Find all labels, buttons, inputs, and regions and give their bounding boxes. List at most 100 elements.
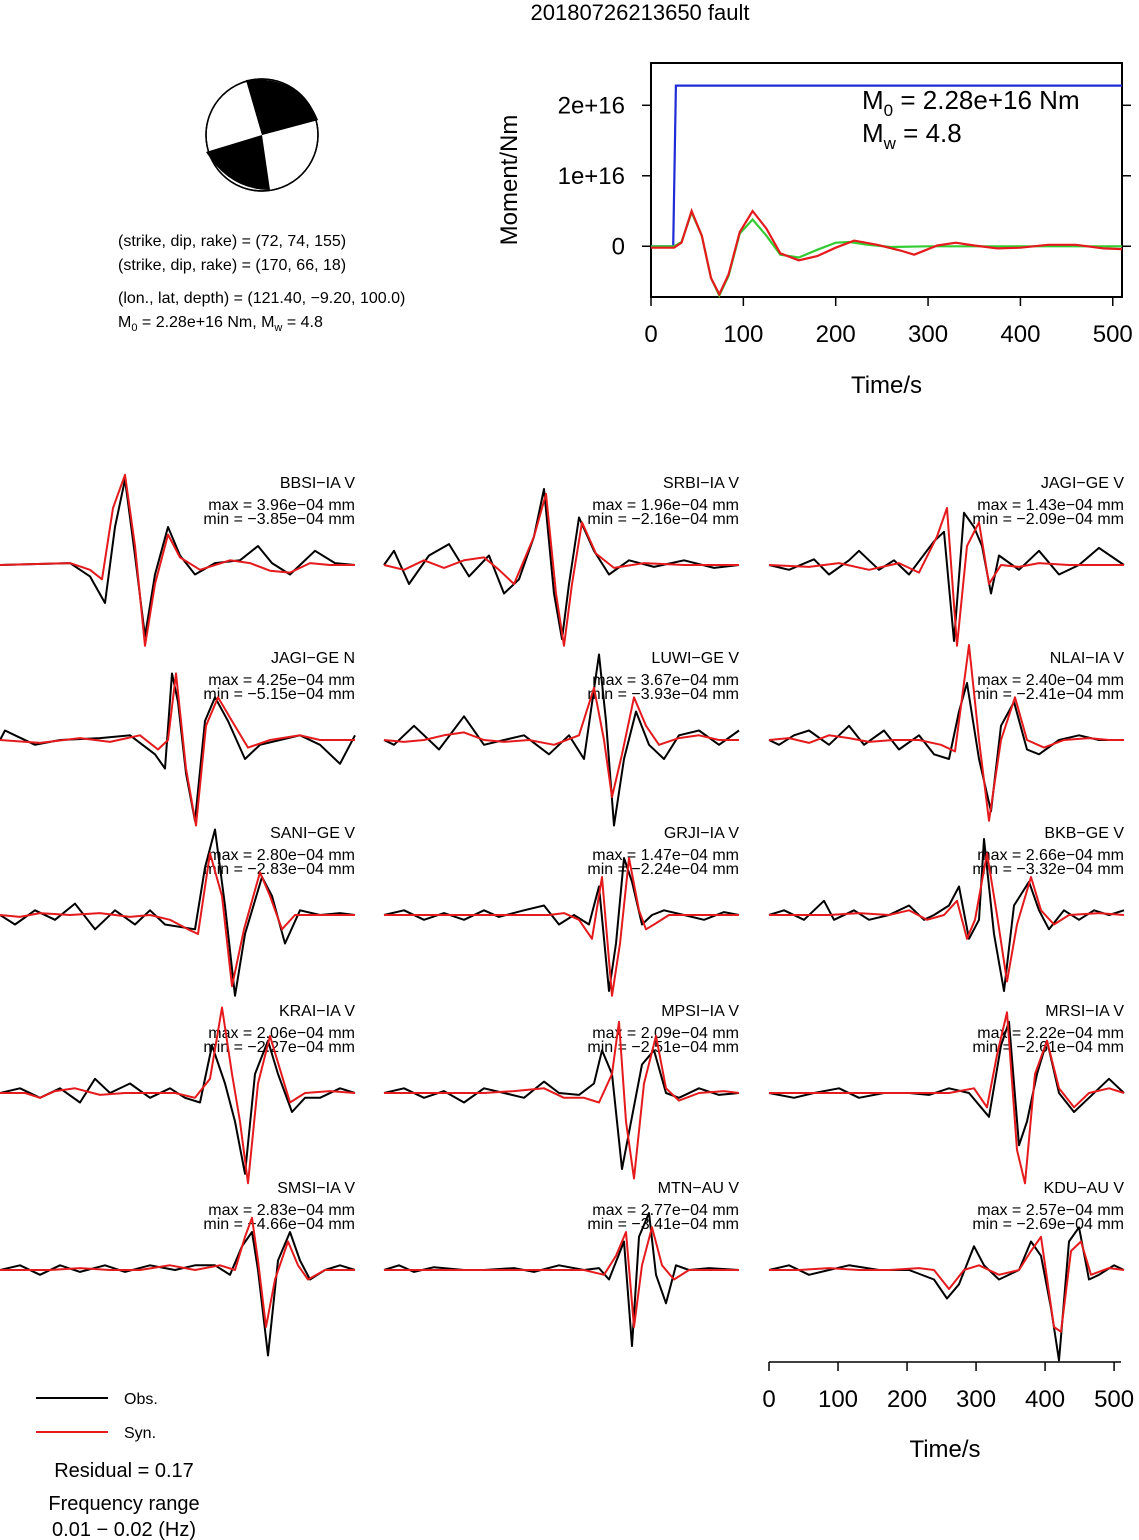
observed-trace — [0, 1039, 356, 1175]
observed-trace — [0, 1231, 356, 1357]
mechanism-moment: M0 = 2.28e+16 Nm, Mw = 4.8 — [118, 314, 323, 334]
min-amplitude-label: min = −2.24e−04 mm — [587, 861, 739, 878]
station-label: NLAI−IA V — [1050, 650, 1125, 667]
time-axis-tick-label: 500 — [1094, 1386, 1134, 1413]
synthetic-trace — [769, 1011, 1125, 1185]
mechanism-plane2: (strike, dip, rake) = (170, 66, 18) — [118, 257, 346, 274]
min-amplitude-label: min = −2.69e−04 mm — [972, 1216, 1124, 1233]
max-amplitude-label: max = 2.06e−04 mm — [208, 1025, 355, 1042]
station-label: BBSI−IA V — [280, 475, 355, 492]
max-amplitude-label: max = 2.80e−04 mm — [208, 847, 355, 864]
station-label: GRJI−IA V — [664, 825, 739, 842]
frequency-range-title: Frequency range — [48, 1493, 199, 1515]
mechanism-location: (lon., lat, depth) = (121.40, −9.20, 100… — [118, 290, 405, 307]
moment-plot: 0 100 200 300 400 500 0 1e+16 2e+16 Time/s Moment/… — [496, 62, 1133, 399]
min-amplitude-label: min = −2.83e−04 mm — [203, 861, 355, 878]
moment-xtick-label: 300 — [908, 321, 948, 348]
time-axis-tick-label: 200 — [887, 1386, 927, 1413]
observed-trace — [768, 1226, 1125, 1362]
synthetic-trace — [0, 672, 355, 827]
moment-annotation-m0: M0 = 2.28e+16 Nm — [862, 85, 1080, 120]
min-amplitude-label: min = −5.15e−04 mm — [203, 686, 355, 703]
observed-trace — [768, 838, 1125, 992]
station-label: KRAI−IA V — [279, 1003, 355, 1020]
legend: Obs. Syn. Residual = 0.17 Frequency rang… — [36, 1391, 200, 1540]
mechanism-plane1: (strike, dip, rake) = (72, 74, 155) — [118, 233, 346, 250]
observed-trace — [383, 857, 740, 992]
observed-trace — [768, 1020, 1125, 1147]
moment-xtick-label: 400 — [1000, 321, 1040, 348]
station-label: MTN−AU V — [658, 1180, 740, 1197]
moment-series-2 — [651, 207, 1123, 297]
max-amplitude-label: max = 2.40e−04 mm — [977, 672, 1124, 689]
frequency-range-value: 0.01 − 0.02 (Hz) — [52, 1519, 196, 1540]
synthetic-trace — [0, 473, 355, 647]
min-amplitude-label: min = −4.66e−04 mm — [203, 1216, 355, 1233]
synthetic-trace — [769, 852, 1125, 983]
synthetic-trace — [0, 1006, 356, 1185]
min-amplitude-label: min = −3.93e−04 mm — [587, 686, 739, 703]
max-amplitude-label: max = 2.66e−04 mm — [977, 847, 1124, 864]
observed-trace — [768, 511, 1125, 642]
legend-syn-label: Syn. — [124, 1425, 156, 1442]
station-label: MPSI−IA V — [661, 1003, 739, 1020]
observed-trace — [383, 653, 740, 827]
max-amplitude-label: max = 3.67e−04 mm — [592, 672, 739, 689]
figure-title: 20180726213650 fault — [531, 0, 750, 25]
synthetic-trace — [384, 1226, 739, 1328]
station-label: SANI−GE V — [270, 825, 355, 842]
synthetic-trace — [768, 507, 1124, 647]
max-amplitude-label: max = 2.77e−04 mm — [592, 1202, 739, 1219]
time-axis-tick-label: 400 — [1025, 1386, 1065, 1413]
min-amplitude-label: min = −2.16e−04 mm — [587, 511, 739, 528]
synthetic-trace — [383, 686, 739, 798]
moment-xtick-label: 100 — [723, 321, 763, 348]
moment-xlabel: Time/s — [851, 372, 922, 399]
synthetic-trace — [769, 1235, 1125, 1333]
min-amplitude-label: min = −3.41e−04 mm — [587, 1216, 739, 1233]
moment-ytick-label: 0 — [612, 233, 625, 260]
min-amplitude-label: min = −3.32e−04 mm — [972, 861, 1124, 878]
min-amplitude-label: min = −2.09e−04 mm — [972, 511, 1124, 528]
moment-series-1 — [651, 209, 1122, 299]
moment-ytick-label: 1e+16 — [558, 163, 625, 190]
station-label: BKB−GE V — [1044, 825, 1124, 842]
moment-ylabel: Moment/Nm — [496, 115, 523, 246]
legend-obs-label: Obs. — [124, 1391, 158, 1408]
observed-trace — [383, 1049, 740, 1170]
synthetic-trace — [383, 492, 739, 647]
time-axis-tick-label: 0 — [762, 1386, 775, 1413]
time-axis-tick-label: 100 — [818, 1386, 858, 1413]
min-amplitude-label: min = −2.51e−04 mm — [587, 1039, 739, 1056]
max-amplitude-label: max = 2.83e−04 mm — [208, 1202, 355, 1219]
station-label: JAGI−GE V — [1041, 475, 1124, 492]
min-amplitude-label: min = −2.41e−04 mm — [972, 686, 1124, 703]
max-amplitude-label: max = 3.96e−04 mm — [208, 497, 355, 514]
moment-xtick-label: 0 — [644, 321, 657, 348]
min-amplitude-label: min = −3.85e−04 mm — [203, 511, 355, 528]
max-amplitude-label: max = 1.43e−04 mm — [977, 497, 1124, 514]
moment-xtick-label: 200 — [816, 321, 856, 348]
synthetic-trace — [0, 1216, 355, 1328]
max-amplitude-label: max = 4.25e−04 mm — [208, 672, 355, 689]
station-label: SMSI−IA V — [277, 1180, 355, 1197]
moment-plot-frame — [650, 62, 1123, 298]
time-axis-label: Time/s — [909, 1436, 980, 1463]
max-amplitude-label: max = 2.22e−04 mm — [977, 1025, 1124, 1042]
